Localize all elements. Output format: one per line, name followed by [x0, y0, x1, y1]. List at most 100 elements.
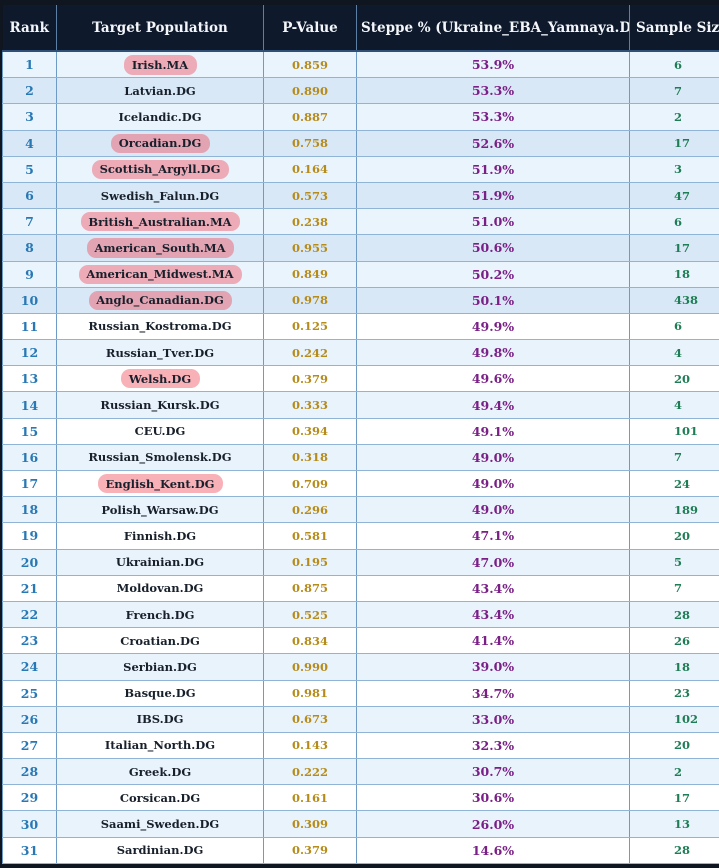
- sample-size-cell: 28: [629, 601, 719, 629]
- table-row[interactable]: 18 Polish_Warsaw.DG 0.296 49.0% 189: [2, 496, 719, 524]
- table-row[interactable]: 27 Italian_North.DG 0.143 32.3% 20: [2, 732, 719, 760]
- table-row[interactable]: 21 Moldovan.DG 0.875 43.4% 7: [2, 575, 719, 602]
- table-row[interactable]: 8 American_South.MA 0.955 50.6% 17: [2, 234, 719, 262]
- table-row[interactable]: 15 CEU.DG 0.394 49.1% 101: [2, 418, 719, 445]
- p-value-cell: 0.834: [263, 627, 357, 655]
- table-row[interactable]: 4 Orcadian.DG 0.758 52.6% 17: [2, 130, 719, 157]
- population-label: Russian_Kursk.DG: [100, 398, 220, 413]
- table-row[interactable]: 3 Icelandic.DG 0.887 53.3% 2: [2, 103, 719, 131]
- p-value-cell: 0.125: [263, 313, 357, 341]
- rank-cell: 12: [2, 339, 57, 367]
- table-row[interactable]: 9 American_Midwest.MA 0.849 50.2% 18: [2, 261, 719, 288]
- table-row[interactable]: 23 Croatian.DG 0.834 41.4% 26: [2, 627, 719, 655]
- table-row[interactable]: 31 Sardinian.DG 0.379 14.6% 28: [2, 837, 719, 864]
- steppe-percent-cell: 49.6%: [356, 365, 630, 393]
- header-rank[interactable]: Rank: [2, 5, 57, 52]
- steppe-percent-cell: 51.9%: [356, 182, 630, 210]
- sample-size-cell: 20: [629, 732, 719, 760]
- header-p-value[interactable]: P-Value: [263, 5, 357, 52]
- rank-cell: 18: [2, 496, 57, 524]
- population-cell: English_Kent.DG: [56, 470, 264, 498]
- table-row[interactable]: 26 IBS.DG 0.673 33.0% 102: [2, 706, 719, 733]
- table-header: Rank Target Population P-Value Steppe % …: [2, 5, 719, 52]
- steppe-percent-cell: 50.1%: [356, 287, 630, 314]
- population-cell: CEU.DG: [56, 418, 264, 445]
- p-value-cell: 0.978: [263, 287, 357, 314]
- header-target-population[interactable]: Target Population: [56, 5, 264, 52]
- table-row[interactable]: 5 Scottish_Argyll.DG 0.164 51.9% 3: [2, 156, 719, 183]
- sample-size-cell: 7: [629, 77, 719, 105]
- sample-size-cell: 26: [629, 627, 719, 655]
- steppe-percent-cell: 34.7%: [356, 680, 630, 707]
- table-row[interactable]: 25 Basque.DG 0.981 34.7% 23: [2, 680, 719, 707]
- p-value-cell: 0.379: [263, 365, 357, 393]
- sample-size-cell: 17: [629, 784, 719, 812]
- rank-cell: 25: [2, 680, 57, 707]
- steppe-percent-cell: 39.0%: [356, 653, 630, 681]
- table-row[interactable]: 10 Anglo_Canadian.DG 0.978 50.1% 438: [2, 287, 719, 314]
- population-label: Russian_Kostroma.DG: [88, 319, 232, 334]
- rank-cell: 9: [2, 261, 57, 288]
- population-cell: Moldovan.DG: [56, 575, 264, 602]
- population-cell: French.DG: [56, 601, 264, 629]
- table-row[interactable]: 6 Swedish_Falun.DG 0.573 51.9% 47: [2, 182, 719, 210]
- table-row[interactable]: 17 English_Kent.DG 0.709 49.0% 24: [2, 470, 719, 498]
- header-steppe-percent[interactable]: Steppe % (Ukraine_EBA_Yamnaya.DG: [356, 5, 630, 52]
- sample-size-cell: 24: [629, 470, 719, 498]
- population-label: Sardinian.DG: [116, 843, 204, 858]
- rank-cell: 31: [2, 837, 57, 864]
- population-cell: Latvian.DG: [56, 77, 264, 105]
- steppe-percent-cell: 50.6%: [356, 234, 630, 262]
- rank-cell: 22: [2, 601, 57, 629]
- p-value-cell: 0.955: [263, 234, 357, 262]
- steppe-percent-cell: 32.3%: [356, 732, 630, 760]
- table-row[interactable]: 19 Finnish.DG 0.581 47.1% 20: [2, 522, 719, 550]
- p-value-cell: 0.309: [263, 810, 357, 838]
- rank-cell: 3: [2, 103, 57, 131]
- steppe-percent-cell: 26.0%: [356, 810, 630, 838]
- population-cell: Russian_Tver.DG: [56, 339, 264, 367]
- steppe-percent-cell: 53.9%: [356, 50, 630, 79]
- table-row[interactable]: 22 French.DG 0.525 43.4% 28: [2, 601, 719, 629]
- p-value-cell: 0.890: [263, 77, 357, 105]
- table-row[interactable]: 12 Russian_Tver.DG 0.242 49.8% 4: [2, 339, 719, 367]
- p-value-cell: 0.164: [263, 156, 357, 183]
- table-row[interactable]: 24 Serbian.DG 0.990 39.0% 18: [2, 653, 719, 681]
- table-row[interactable]: 28 Greek.DG 0.222 30.7% 2: [2, 758, 719, 786]
- header-sample-size[interactable]: Sample Size: [629, 5, 719, 52]
- p-value-cell: 0.161: [263, 784, 357, 812]
- steppe-percent-cell: 49.8%: [356, 339, 630, 367]
- sample-size-cell: 3: [629, 156, 719, 183]
- sample-size-cell: 47: [629, 182, 719, 210]
- table-row[interactable]: 11 Russian_Kostroma.DG 0.125 49.9% 6: [2, 313, 719, 341]
- population-label: Swedish_Falun.DG: [100, 188, 220, 203]
- population-label: Serbian.DG: [123, 659, 197, 674]
- p-value-cell: 0.581: [263, 522, 357, 550]
- p-value-cell: 0.887: [263, 103, 357, 131]
- p-value-cell: 0.222: [263, 758, 357, 786]
- population-cell: Saami_Sweden.DG: [56, 810, 264, 838]
- table-row[interactable]: 30 Saami_Sweden.DG 0.309 26.0% 13: [2, 810, 719, 838]
- table-row[interactable]: 14 Russian_Kursk.DG 0.333 49.4% 4: [2, 391, 719, 419]
- steppe-percent-cell: 33.0%: [356, 706, 630, 733]
- table-body: 1 Irish.MA 0.859 53.9% 6 2 Latvian.DG 0.890 53.3…: [2, 50, 719, 864]
- rank-cell: 26: [2, 706, 57, 733]
- rank-cell: 30: [2, 810, 57, 838]
- population-label: Polish_Warsaw.DG: [101, 502, 219, 517]
- table-row[interactable]: 29 Corsican.DG 0.161 30.6% 17: [2, 784, 719, 812]
- rank-cell: 16: [2, 444, 57, 472]
- table-row[interactable]: 2 Latvian.DG 0.890 53.3% 7: [2, 77, 719, 105]
- table-row[interactable]: 16 Russian_Smolensk.DG 0.318 49.0% 7: [2, 444, 719, 472]
- steppe-percent-cell: 51.0%: [356, 208, 630, 236]
- rank-cell: 4: [2, 130, 57, 157]
- table-row[interactable]: 7 British_Australian.MA 0.238 51.0% 6: [2, 208, 719, 236]
- steppe-percent-cell: 49.0%: [356, 496, 630, 524]
- steppe-percent-cell: 51.9%: [356, 156, 630, 183]
- rank-cell: 29: [2, 784, 57, 812]
- population-cell: Italian_North.DG: [56, 732, 264, 760]
- steppe-percent-cell: 47.0%: [356, 549, 630, 576]
- table-row[interactable]: 20 Ukrainian.DG 0.195 47.0% 5: [2, 549, 719, 576]
- table-row[interactable]: 13 Welsh.DG 0.379 49.6% 20: [2, 365, 719, 393]
- table-row[interactable]: 1 Irish.MA 0.859 53.9% 6: [2, 50, 719, 79]
- rank-cell: 15: [2, 418, 57, 445]
